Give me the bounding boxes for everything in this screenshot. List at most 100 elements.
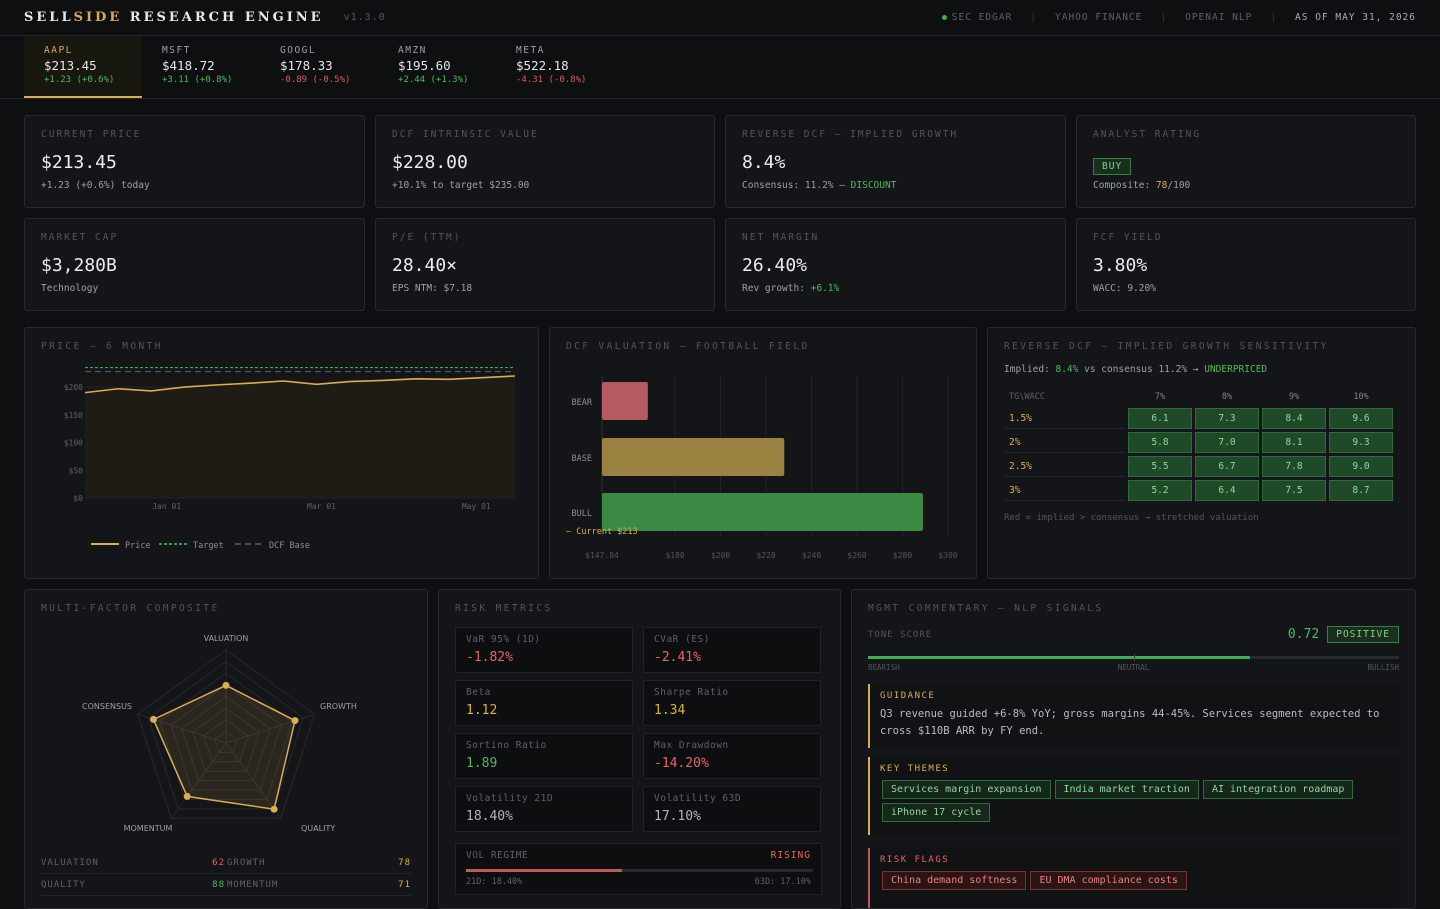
ticker-change: +1.23 (+0.6%) [44,75,115,85]
radar-ring [181,695,271,782]
sensitivity-cell[interactable]: 7.3 [1195,408,1259,429]
ticker-tab-msft[interactable]: MSFT $418.72 +3.11 (+0.8%) [142,36,260,98]
category-label: BULL [572,509,592,519]
radar-ring [203,719,249,763]
risk-metric: Volatility 21D 18.40% [455,786,633,832]
risk-metric: Sharpe Ratio 1.34 [643,680,821,726]
kpi-net-margin: NET MARGIN 26.40% Rev growth: +6.1% [725,218,1066,311]
theme-chip[interactable]: AI integration roadmap [1202,780,1354,799]
legend-label: DCF Base [269,541,310,551]
price-chart-panel: PRICE — 6 MONTH $200 $150 $100 $50 $0 Jan 01 M… [24,327,539,579]
rating-badge: BUY [1093,158,1132,175]
sensitivity-cell[interactable]: 6.7 [1195,456,1259,477]
price-area [85,376,515,498]
legend-label: Price [125,541,151,551]
data-sources: SEC EDGAR | YAHOO FINANCE | OPENAI NLP |… [941,12,1416,23]
sensitivity-cell[interactable]: 9.0 [1329,456,1393,477]
theme-chip[interactable]: Services margin expansion [882,780,1051,799]
x-tick-label: May 01 [462,502,491,511]
ticker-price: $195.60 [398,58,451,73]
category-label: BASE [572,454,592,464]
radar-axis-label: VALUATION [204,634,249,643]
ticker-tab-amzn[interactable]: AMZN $195.60 +2.44 (+1.3%) [378,36,496,98]
table-row: 2% 5.8 7.0 8.1 9.3 [1005,432,1393,453]
tone-badge: POSITIVE [1327,626,1399,643]
football-field-panel: DCF VALUATION — FOOTBALL FIELD $147.84 $1… [549,327,977,579]
top-bar: SELLSIDE RESEARCH ENGINE v1.3.0 SEC EDGA… [0,0,1440,36]
sensitivity-cell[interactable]: 7.8 [1262,456,1326,477]
sensitivity-cell[interactable]: 8.1 [1262,432,1326,453]
radar-spoke [225,713,315,744]
vol-regime: VOL REGIME RISING 21D: 18.40% 63D: 17.10… [455,843,822,895]
theme-chip[interactable]: India market traction [1054,780,1199,799]
row-label: 2% [1005,432,1125,453]
price-chart[interactable]: $200 $150 $100 $50 $0 Jan 01 Mar 01 May 01 Price… [25,328,540,580]
sensitivity-cell[interactable]: 5.5 [1128,456,1192,477]
sensitivity-cell[interactable]: 5.2 [1128,480,1192,501]
y-tick-label: $200 [64,383,83,392]
radar-ring [170,684,282,791]
risk-metric: Volatility 63D 17.10% [643,786,821,832]
kpi-fcf-yield: FCF YIELD 3.80% WACC: 9.20% [1076,218,1416,311]
ticker-price: $418.72 [162,58,215,73]
radar-spoke [225,742,282,819]
ticker-price: $178.33 [280,58,333,73]
risk-flags-block: RISK FLAGS China demand softness EU DMA c… [868,848,1399,908]
risk-flag-chip[interactable]: China demand softness [882,871,1027,890]
ticker-price: $213.45 [44,58,97,73]
sensitivity-cell[interactable]: 5.8 [1128,432,1192,453]
column-header: 10% [1353,392,1369,402]
ticker-change: -0.89 (-0.5%) [280,75,351,85]
app-brand: SELLSIDE RESEARCH ENGINE [24,10,324,25]
sensitivity-cell[interactable]: 7.0 [1195,432,1259,453]
x-tick-label: $240 [802,551,821,560]
multi-factor-panel: MULTI-FACTOR COMPOSITE VALUATION GROWTH QU… [24,589,428,909]
sensitivity-cell[interactable]: 7.5 [1262,480,1326,501]
radar-axis-label: MOMENTUM [124,824,173,833]
bar-bear [602,382,648,420]
series-line-price [84,375,516,394]
radar-axis-label: GROWTH [320,702,357,711]
theme-chip[interactable]: iPhone 17 cycle [882,803,991,822]
radar-ring [136,649,316,819]
kpi-analyst-rating: ANALYST RATING BUY Composite: 78/100 [1076,115,1416,208]
table-row: 3% 5.2 6.4 7.5 8.7 [1005,480,1393,501]
radar-point [183,792,191,800]
row-label: 3% [1005,480,1125,501]
risk-metric: CVaR (ES) -2.41% [643,627,821,673]
sensitivity-cell[interactable]: 8.7 [1329,480,1393,501]
factor-scores: VALUATION 62 GROWTH 78 QUALITY 88 MOMENTUM 71 [41,852,411,896]
radar-axis-label: CONSENSUS [82,702,132,711]
ticker-tab-googl[interactable]: GOOGL $178.33 -0.89 (-0.5%) [260,36,378,98]
tone-score-value: 0.72 [1287,627,1320,642]
table-row: 1.5% 6.1 7.3 8.4 9.6 [1005,408,1393,429]
sensitivity-cell[interactable]: 9.3 [1329,432,1393,453]
x-tick-label: $280 [893,551,912,560]
sensitivity-cell[interactable]: 6.1 [1128,408,1192,429]
source-openai: OPENAI NLP [1185,12,1253,23]
sensitivity-cell[interactable]: 8.4 [1262,408,1326,429]
sensitivity-cell[interactable]: 6.4 [1195,480,1259,501]
radar-ring [148,661,304,810]
risk-flag-chip[interactable]: EU DMA compliance costs [1030,871,1187,890]
current-price-value: $213.45 [41,152,117,173]
column-header: 7% [1154,392,1166,402]
y-tick-label: $100 [64,439,83,448]
row-label: 2.5% [1005,456,1125,477]
sensitivity-cell[interactable]: 9.6 [1329,408,1393,429]
row-label: 1.5% [1005,408,1125,429]
x-tick-label: Jan 01 [152,502,181,511]
ticker-tab-meta[interactable]: META $522.18 -4.31 (-0.8%) [496,36,614,98]
x-tick-label: $260 [847,551,866,560]
score-row: QUALITY 88 MOMENTUM 71 [41,874,411,896]
ticker-change: -4.31 (-0.8%) [516,75,587,85]
y-tick-label: $0 [73,494,83,503]
football-field-chart[interactable]: $147.84 $180 $200 $220 $240 $260 $280 $300 BEAR B… [550,328,978,580]
ticker-symbol: AAPL [44,45,73,56]
source-sec: SEC EDGAR [941,12,1012,23]
ticker-tab-aapl[interactable]: AAPL $213.45 +1.23 (+0.6%) [24,36,142,98]
kpi-reverse-dcf: REVERSE DCF — IMPLIED GROWTH 8.4% Consen… [725,115,1066,208]
radar-chart: VALUATION GROWTH QUALITY MOMENTUM CONSENSUS [82,634,357,833]
kpi-dcf-value: DCF INTRINSIC VALUE $228.00 +10.1% to ta… [375,115,715,208]
ticker-tabs: AAPL $213.45 +1.23 (+0.6%) MSFT $418.72 +3.11… [24,36,614,98]
